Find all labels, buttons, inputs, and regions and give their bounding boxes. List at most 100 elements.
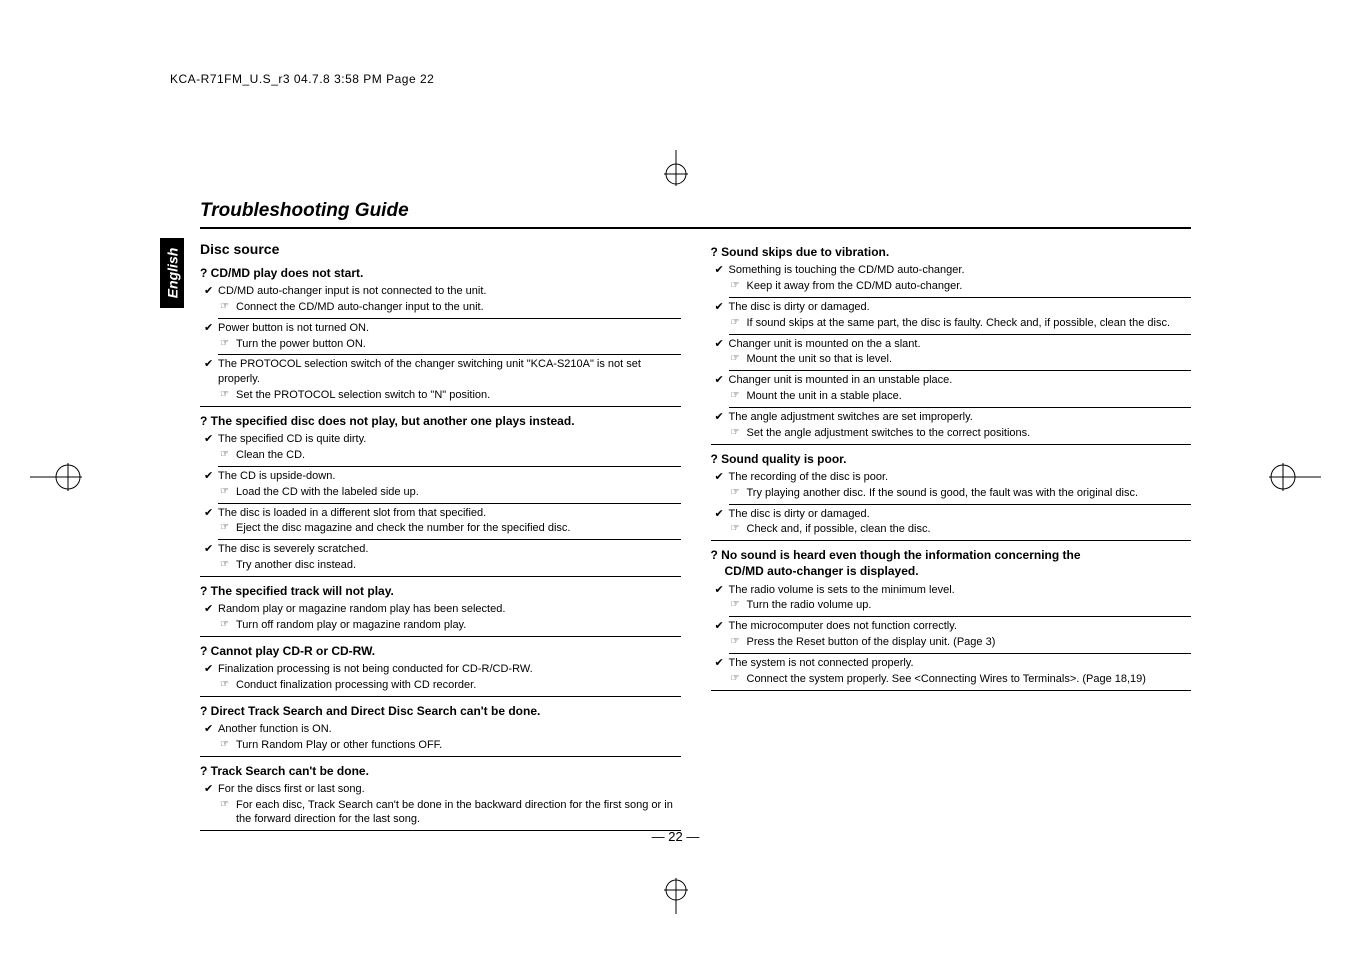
cause-text: The PROTOCOL selection switch of the cha… xyxy=(218,357,681,387)
fix-item: Clean the CD. xyxy=(200,448,681,465)
check-icon xyxy=(200,432,218,447)
check-icon xyxy=(200,782,218,797)
cause-item: The specified CD is quite dirty. xyxy=(200,431,681,448)
divider xyxy=(729,370,1192,371)
pointer-icon xyxy=(729,352,747,367)
language-label: English xyxy=(164,248,180,299)
cause-text: Another function is ON. xyxy=(218,722,681,737)
check-icon xyxy=(200,542,218,557)
pointer-icon xyxy=(218,798,236,828)
divider xyxy=(218,539,681,540)
pointer-icon xyxy=(729,279,747,294)
left-column: Disc source CD/MD play does not start.CD… xyxy=(200,240,681,837)
fix-text: Mount the unit in a stable place. xyxy=(747,389,1192,404)
cause-text: Changer unit is mounted in an unstable p… xyxy=(729,373,1192,388)
pointer-icon xyxy=(729,672,747,687)
pointer-icon xyxy=(218,337,236,352)
divider xyxy=(218,354,681,355)
divider xyxy=(729,407,1192,408)
cause-item: The disc is dirty or damaged. xyxy=(711,506,1192,523)
fix-item: Try playing another disc. If the sound i… xyxy=(711,486,1192,503)
cause-item: The disc is severely scratched. xyxy=(200,541,681,558)
cause-item: The recording of the disc is poor. xyxy=(711,469,1192,486)
pointer-icon xyxy=(218,485,236,500)
cause-text: The CD is upside-down. xyxy=(218,469,681,484)
divider xyxy=(711,690,1192,691)
fix-text: Try another disc instead. xyxy=(236,558,681,573)
question-heading: The specified track will not play. xyxy=(200,583,681,599)
pointer-icon xyxy=(218,388,236,403)
pointer-icon xyxy=(729,316,747,331)
cause-text: CD/MD auto-changer input is not connecte… xyxy=(218,284,681,299)
divider xyxy=(729,653,1192,654)
divider xyxy=(200,696,681,697)
divider xyxy=(218,318,681,319)
fix-item: Check and, if possible, clean the disc. xyxy=(711,522,1192,539)
cause-text: The disc is dirty or damaged. xyxy=(729,300,1192,315)
fix-item: Try another disc instead. xyxy=(200,558,681,575)
fix-item: Load the CD with the labeled side up. xyxy=(200,485,681,502)
fix-text: Turn Random Play or other functions OFF. xyxy=(236,738,681,753)
cause-item: For the discs first or last song. xyxy=(200,781,681,798)
divider xyxy=(200,756,681,757)
crop-mark-right xyxy=(1261,432,1321,522)
cause-item: The system is not connected properly. xyxy=(711,655,1192,672)
fix-text: Conduct finalization processing with CD … xyxy=(236,678,681,693)
fix-text: Turn off random play or magazine random … xyxy=(236,618,681,633)
fix-item: Mount the unit in a stable place. xyxy=(711,389,1192,406)
fix-text: Mount the unit so that is level. xyxy=(747,352,1192,367)
check-icon xyxy=(711,410,729,425)
cause-item: Power button is not turned ON. xyxy=(200,320,681,337)
page-header: KCA-R71FM_U.S_r3 04.7.8 3:58 PM Page 22 xyxy=(170,72,434,86)
check-icon xyxy=(200,321,218,336)
cause-text: The radio volume is sets to the minimum … xyxy=(729,583,1192,598)
check-icon xyxy=(200,506,218,521)
fix-text: Set the PROTOCOL selection switch to "N"… xyxy=(236,388,681,403)
cause-item: The disc is dirty or damaged. xyxy=(711,299,1192,316)
question-heading: The specified disc does not play, but an… xyxy=(200,413,681,429)
question-heading: Sound skips due to vibration. xyxy=(711,244,1192,260)
cause-text: Something is touching the CD/MD auto-cha… xyxy=(729,263,1192,278)
check-icon xyxy=(200,602,218,617)
cause-text: Finalization processing is not being con… xyxy=(218,662,681,677)
check-icon xyxy=(711,300,729,315)
cause-text: For the discs first or last song. xyxy=(218,782,681,797)
cause-text: The disc is dirty or damaged. xyxy=(729,507,1192,522)
fix-item: For each disc, Track Search can't be don… xyxy=(200,798,681,830)
cause-item: The CD is upside-down. xyxy=(200,468,681,485)
page-title: Troubleshooting Guide xyxy=(200,200,409,222)
divider xyxy=(729,504,1192,505)
fix-item: Eject the disc magazine and check the nu… xyxy=(200,521,681,538)
cause-item: Changer unit is mounted on the a slant. xyxy=(711,336,1192,353)
pointer-icon xyxy=(218,521,236,536)
divider xyxy=(200,576,681,577)
fix-item: Conduct finalization processing with CD … xyxy=(200,678,681,695)
pointer-icon xyxy=(729,635,747,650)
question-heading: Sound quality is poor. xyxy=(711,451,1192,467)
fix-text: Keep it away from the CD/MD auto-changer… xyxy=(747,279,1192,294)
divider xyxy=(200,406,681,407)
pointer-icon xyxy=(729,486,747,501)
crop-mark-bottom xyxy=(636,878,716,914)
title-underline xyxy=(200,227,1191,229)
divider xyxy=(218,466,681,467)
cause-item: The PROTOCOL selection switch of the cha… xyxy=(200,356,681,388)
fix-text: Connect the CD/MD auto-changer input to … xyxy=(236,300,681,315)
divider xyxy=(729,616,1192,617)
cause-text: The system is not connected properly. xyxy=(729,656,1192,671)
fix-text: Try playing another disc. If the sound i… xyxy=(747,486,1192,501)
fix-text: Load the CD with the labeled side up. xyxy=(236,485,681,500)
crop-mark-left xyxy=(30,432,90,522)
check-icon xyxy=(711,619,729,634)
divider xyxy=(711,444,1192,445)
cause-text: Power button is not turned ON. xyxy=(218,321,681,336)
question-heading: Cannot play CD-R or CD-RW. xyxy=(200,643,681,659)
fix-text: Press the Reset button of the display un… xyxy=(747,635,1192,650)
question-heading-line2: CD/MD auto-changer is displayed. xyxy=(711,563,1192,579)
check-icon xyxy=(711,656,729,671)
cause-text: The disc is loaded in a different slot f… xyxy=(218,506,681,521)
fix-item: Set the PROTOCOL selection switch to "N"… xyxy=(200,388,681,405)
fix-text: Check and, if possible, clean the disc. xyxy=(747,522,1192,537)
check-icon xyxy=(711,583,729,598)
pointer-icon xyxy=(218,678,236,693)
